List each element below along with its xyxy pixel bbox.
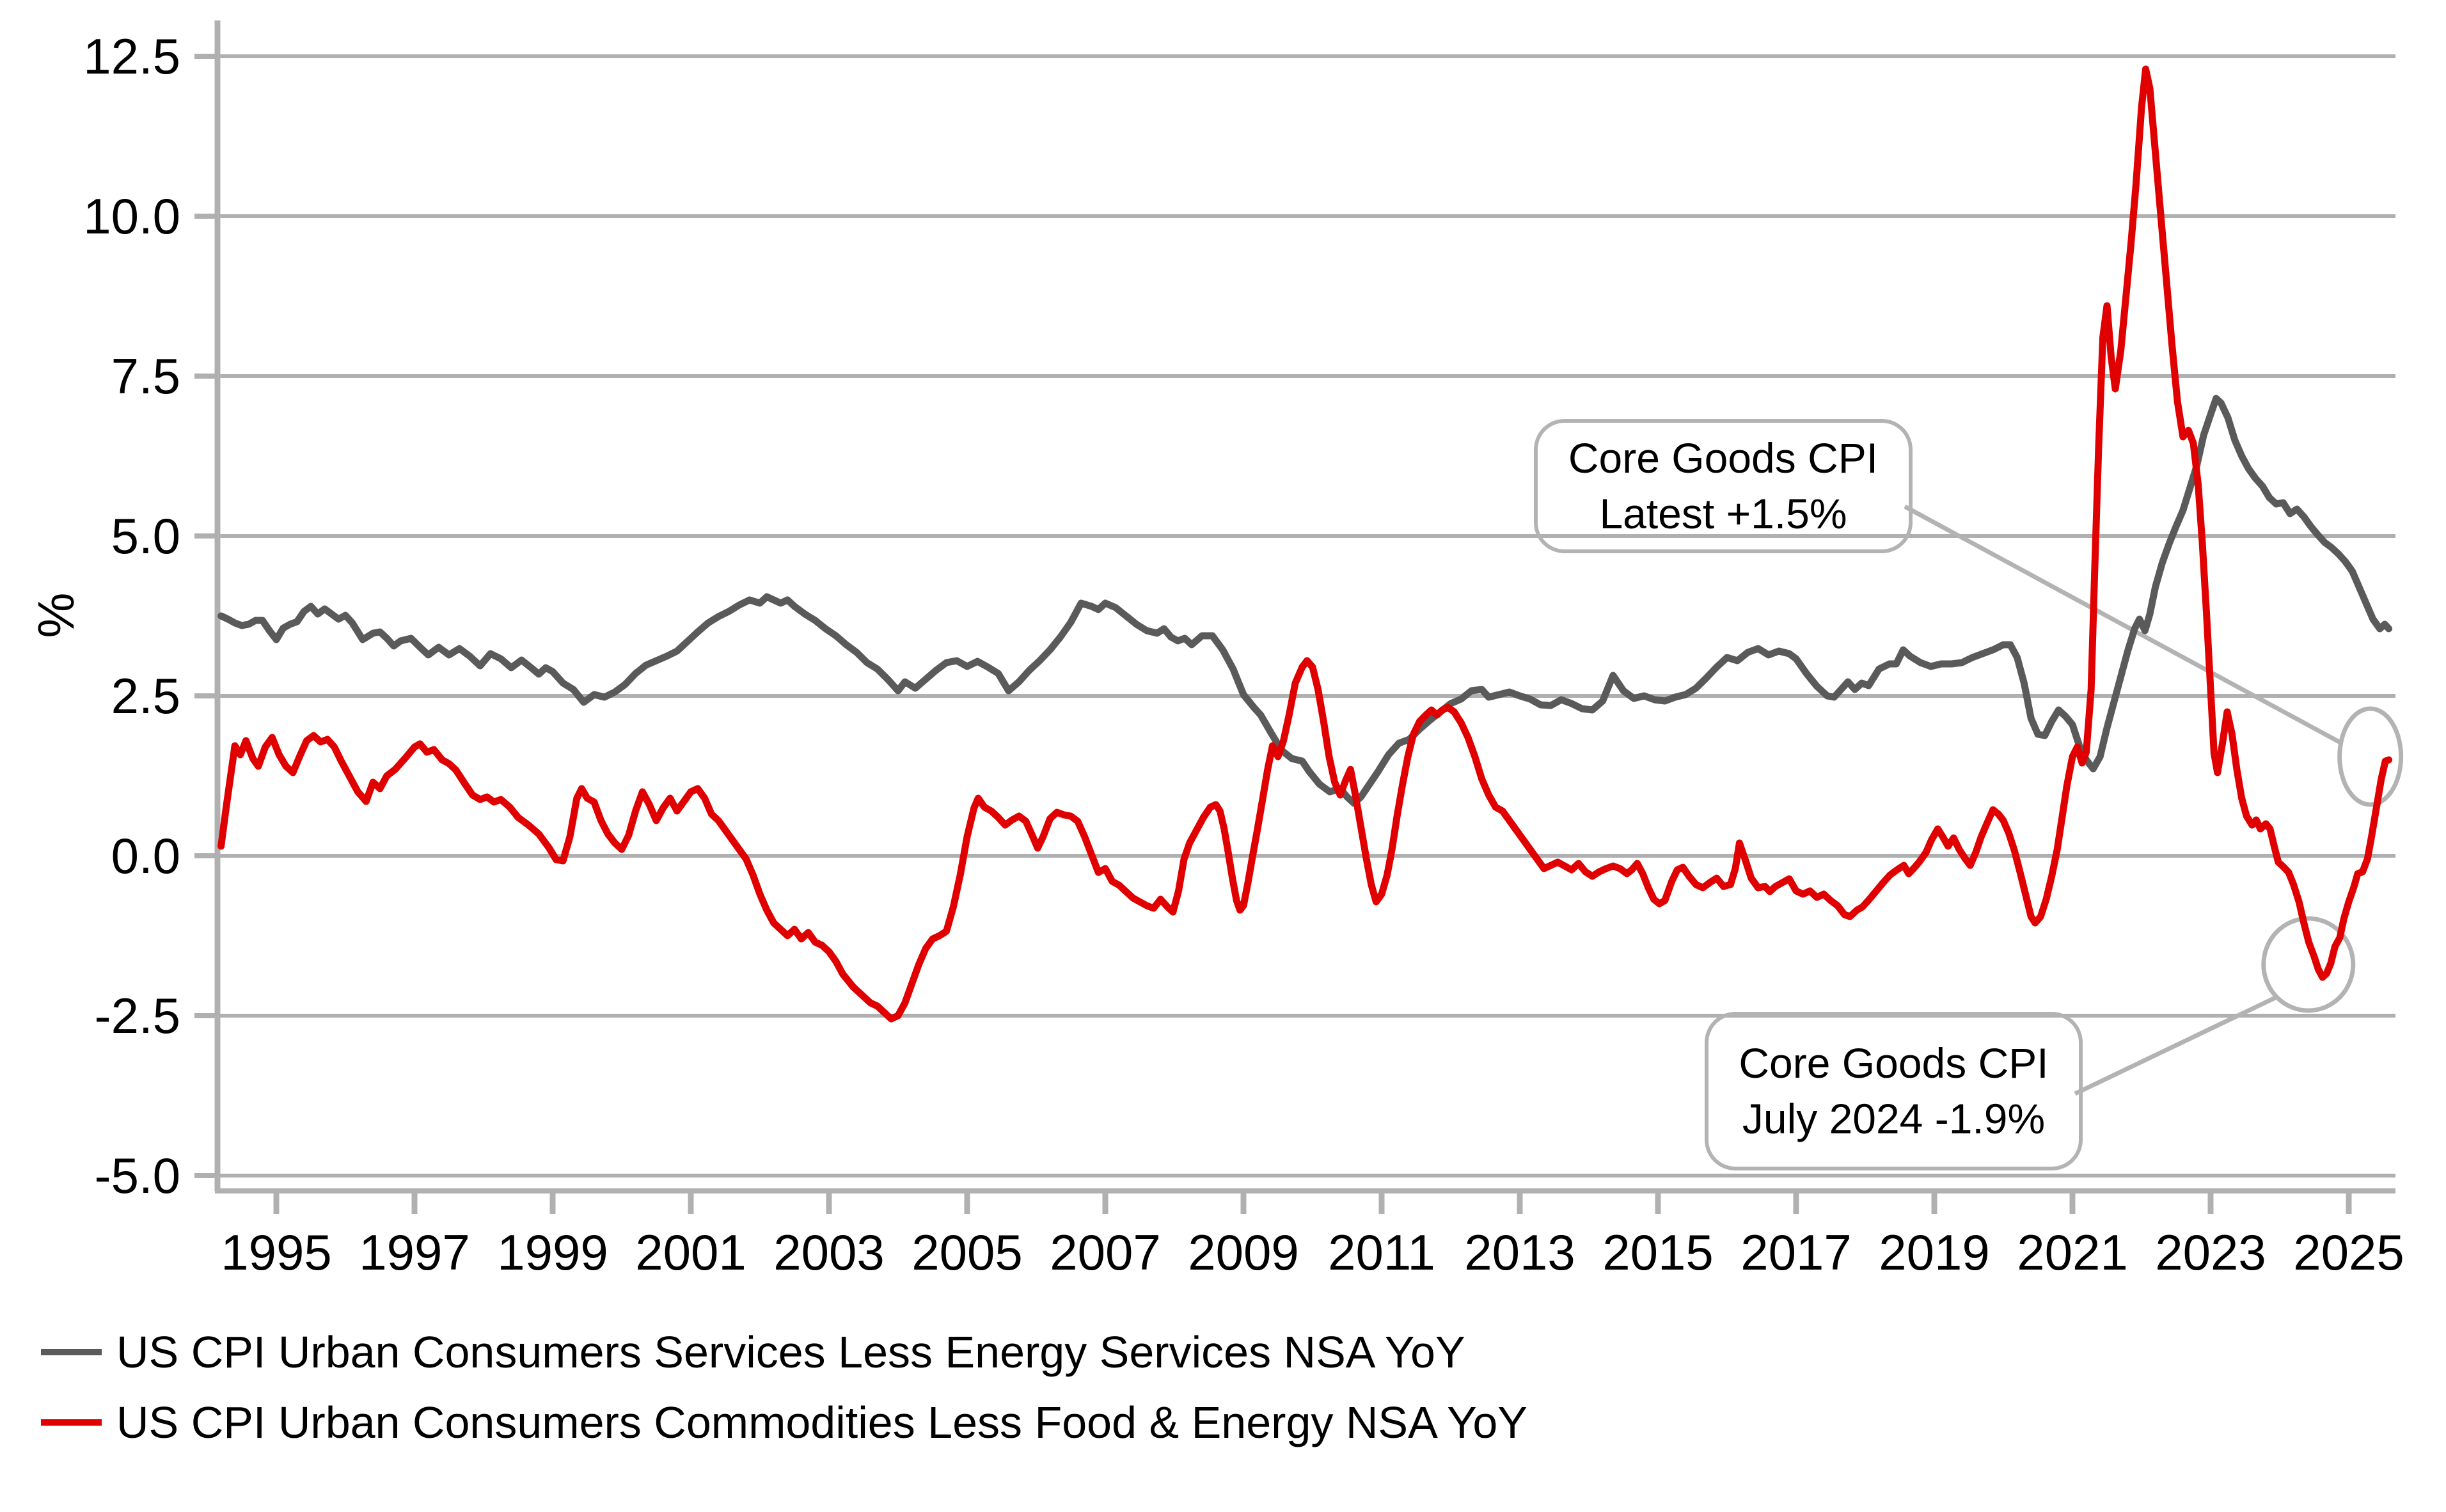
x-tick-label: 2013 bbox=[1464, 1224, 1575, 1280]
annotation-leader-lines bbox=[1904, 504, 2342, 1096]
series-line-services bbox=[217, 395, 2393, 807]
x-tick-label: 2005 bbox=[911, 1224, 1023, 1280]
y-tick-label: 7.5 bbox=[111, 348, 180, 404]
x-tick-label: 2019 bbox=[1879, 1224, 1990, 1280]
highlight-circle-latest bbox=[2337, 706, 2404, 807]
y-axis-title: % bbox=[28, 592, 84, 638]
y-tick-label: -5.0 bbox=[95, 1147, 180, 1204]
x-tick-label: 1997 bbox=[359, 1224, 470, 1280]
callout-core-goods-july-2024: Core Goods CPI July 2024 -1.9% bbox=[1705, 1012, 2083, 1170]
x-tick-label: 2003 bbox=[773, 1224, 885, 1280]
leader-line-july-2024 bbox=[2074, 995, 2278, 1096]
x-tick-label: 1999 bbox=[497, 1224, 608, 1280]
series-lines bbox=[217, 65, 2393, 1023]
y-tick-label: 12.5 bbox=[83, 28, 180, 84]
highlight-circle-july-2024 bbox=[2261, 916, 2356, 1013]
x-tick-label: 2025 bbox=[2293, 1224, 2404, 1280]
series-line-commodities bbox=[217, 65, 2393, 1023]
y-tick-label: 10.0 bbox=[83, 188, 180, 244]
legend: US CPI Urban Consumers Services Less Ene… bbox=[41, 1324, 1527, 1465]
x-tick-label: 2007 bbox=[1050, 1224, 1161, 1280]
services-line-label: US CPI Urban Consumers Services Less Ene… bbox=[116, 1327, 1465, 1377]
leader-line-latest bbox=[1904, 504, 2342, 745]
annotation-circles bbox=[2261, 706, 2404, 1013]
axes bbox=[194, 20, 2395, 1214]
commodities-line-label: US CPI Urban Consumers Commodities Less … bbox=[116, 1398, 1527, 1447]
legend-item-services: US CPI Urban Consumers Services Less Ene… bbox=[41, 1324, 1527, 1380]
x-tick-label: 2017 bbox=[1740, 1224, 1852, 1280]
callout-latest-line2: Latest +1.5% bbox=[1599, 490, 1847, 537]
callout-latest-line1: Core Goods CPI bbox=[1568, 434, 1879, 482]
x-tick-label: 2009 bbox=[1188, 1224, 1299, 1280]
y-tick-label: 2.5 bbox=[111, 668, 180, 724]
services-line-swatch bbox=[41, 1349, 102, 1355]
y-tick-label: 5.0 bbox=[111, 508, 180, 564]
x-tick-label: 2011 bbox=[1328, 1224, 1435, 1280]
x-tick-label: 2021 bbox=[2017, 1224, 2128, 1280]
commodities-line-swatch bbox=[41, 1419, 102, 1426]
y-tick-label: 0.0 bbox=[111, 828, 180, 884]
x-tick-label: 2023 bbox=[2155, 1224, 2266, 1280]
y-tick-labels: 12.5 10.0 7.5 5.0 2.5 0.0 -2.5 -5.0 bbox=[83, 28, 180, 1204]
y-tick-label: -2.5 bbox=[95, 988, 180, 1044]
legend-item-commodities: US CPI Urban Consumers Commodities Less … bbox=[41, 1394, 1527, 1451]
x-tick-label: 2001 bbox=[635, 1224, 746, 1280]
gridlines bbox=[217, 54, 2395, 1177]
callout-july-line2: July 2024 -1.9% bbox=[1742, 1095, 2046, 1142]
x-tick-labels: 1995 1997 1999 2001 2003 2005 2007 2009 2011 2013… bbox=[221, 1224, 2404, 1280]
callout-core-goods-latest: Core Goods CPI Latest +1.5% bbox=[1534, 419, 1913, 553]
x-tick-label: 2015 bbox=[1602, 1224, 1714, 1280]
x-tick-label: 1995 bbox=[221, 1224, 332, 1280]
callout-july-line1: Core Goods CPI bbox=[1739, 1039, 2049, 1087]
